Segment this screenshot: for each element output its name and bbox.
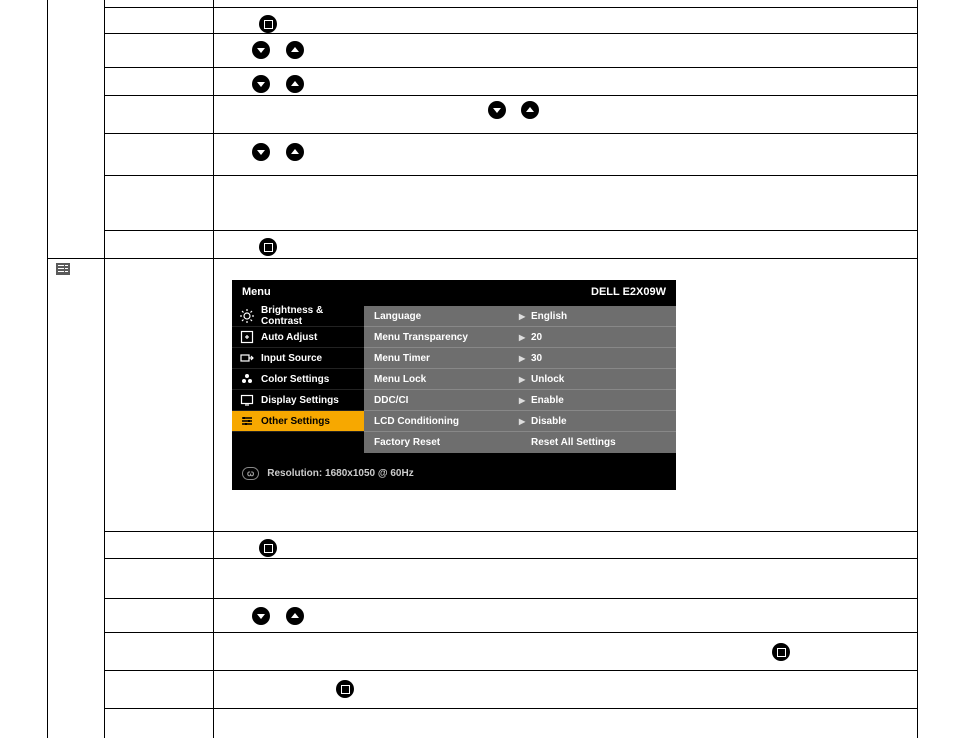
down-button-icon[interactable] [252,143,270,161]
other-icon [240,414,254,428]
table-row-divider [104,670,917,671]
up-button-icon[interactable] [521,101,539,119]
down-button-icon[interactable] [252,75,270,93]
osd-setting-value: Reset All Settings [531,437,616,448]
submenu-arrow-icon: ▶ [519,396,531,405]
submenu-arrow-icon: ▶ [519,354,531,363]
brightness-icon [240,309,254,323]
osd-setting-row[interactable]: Menu Transparency▶20 [364,327,676,348]
osd-nav-item[interactable]: Color Settings [232,369,364,390]
submenu-arrow-icon: ▶ [519,375,531,384]
osd-setting-label: LCD Conditioning [374,416,519,427]
menu-button-icon[interactable] [259,238,277,256]
osd-setting-label: DDC/CI [374,395,519,406]
osd-setting-value: 30 [531,353,542,364]
auto-icon [240,330,254,344]
table-col-1 [104,0,105,738]
menu-button-icon[interactable] [772,643,790,661]
osd-setting-value: 20 [531,332,542,343]
up-button-icon[interactable] [286,75,304,93]
menu-button-icon[interactable] [336,680,354,698]
table-row-divider [104,7,917,8]
osd-header: Menu DELL E2X09W [232,280,676,306]
osd-setting-value: English [531,311,567,322]
down-button-icon[interactable] [252,607,270,625]
osd-setting-label: Menu Timer [374,353,519,364]
submenu-arrow-icon: ▶ [519,417,531,426]
osd-nav-label: Color Settings [261,374,329,385]
osd-setting-row[interactable]: Factory Reset Reset All Settings [364,432,676,453]
table-row-divider [104,598,917,599]
osd-nav-item[interactable]: Brightness & Contrast [232,306,364,327]
table-row-divider [104,67,917,68]
table-row-divider [104,531,917,532]
osd-setting-row[interactable]: Menu Lock▶Unlock [364,369,676,390]
menu-button-icon[interactable] [259,539,277,557]
table-row-divider [104,175,917,176]
osd-nav-item[interactable]: Other Settings [232,411,364,432]
table-border-right [917,0,918,738]
color-icon [240,372,254,386]
table-row-divider [104,133,917,134]
table-row-divider [104,95,917,96]
osd-setting-row[interactable]: LCD Conditioning▶Disable [364,411,676,432]
down-button-icon[interactable] [252,41,270,59]
osd-resolution-text: Resolution: 1680x1050 @ 60Hz [267,468,413,479]
up-button-icon[interactable] [286,607,304,625]
osd-setting-row[interactable]: DDC/CI▶Enable [364,390,676,411]
osd-nav-label: Brightness & Contrast [261,305,358,327]
up-button-icon[interactable] [286,143,304,161]
osd-setting-label: Factory Reset [374,437,519,448]
osd-right-panel: Language▶EnglishMenu Transparency▶20Menu… [364,306,676,453]
osd-model: DELL E2X09W [591,286,666,298]
osd-setting-label: Language [374,311,519,322]
osd-nav-label: Input Source [261,353,322,364]
table-col-2 [213,0,214,738]
osd-nav-item[interactable]: Input Source [232,348,364,369]
osd-setting-label: Menu Lock [374,374,519,385]
menu-button-icon[interactable] [259,15,277,33]
osd-footer: ꞷ Resolution: 1680x1050 @ 60Hz [232,453,676,490]
input-icon [240,351,254,365]
osd-setting-value: Disable [531,416,567,427]
osd-nav-label: Auto Adjust [261,332,317,343]
down-button-icon[interactable] [488,101,506,119]
osd-setting-row[interactable]: Menu Timer▶30 [364,348,676,369]
osd-nav-label: Display Settings [261,395,339,406]
osd-title: Menu [242,286,271,298]
table-row-divider [104,33,917,34]
osd-body: Brightness & Contrast Auto Adjust Input So… [232,306,676,453]
osd-setting-row[interactable]: Language▶English [364,306,676,327]
table-row-divider [104,708,917,709]
osd-setting-label: Menu Transparency [374,332,519,343]
resolution-badge-icon: ꞷ [242,467,259,480]
osd-nav-label: Other Settings [261,416,330,427]
submenu-arrow-icon: ▶ [519,312,531,321]
osd-menu: Menu DELL E2X09W Brightness & Contrast Au… [232,280,676,490]
osd-nav-item[interactable]: Auto Adjust [232,327,364,348]
up-button-icon[interactable] [286,41,304,59]
display-icon [240,393,254,407]
osd-nav-item[interactable]: Display Settings [232,390,364,411]
osd-setting-value: Unlock [531,374,564,385]
table-row-divider [104,558,917,559]
osd-setting-value: Enable [531,395,564,406]
submenu-arrow-icon: ▶ [519,333,531,342]
osd-left-nav: Brightness & Contrast Auto Adjust Input So… [232,306,364,453]
table-row-divider [104,632,917,633]
settings-row-icon [56,263,70,275]
table-row-divider [47,258,917,259]
table-row-divider [104,230,917,231]
table-border-left [47,0,48,738]
